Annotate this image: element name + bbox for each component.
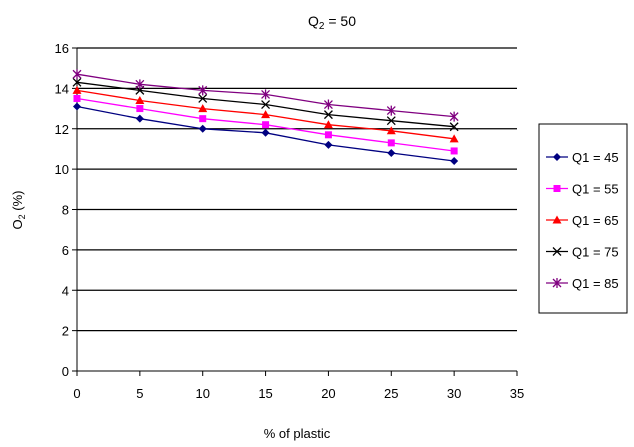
x-tick-labels: 0 5 10 15 20 25 30 35 xyxy=(73,371,524,401)
legend-label: Q1 = 65 xyxy=(572,213,619,228)
y-tick-label: 6 xyxy=(62,243,69,258)
y-tick-labels: 0 2 4 6 8 10 12 14 16 xyxy=(55,41,77,379)
data-point xyxy=(261,100,271,109)
y-tick-label: 4 xyxy=(62,283,69,298)
data-point xyxy=(198,85,208,96)
legend-marker xyxy=(553,153,561,161)
data-point xyxy=(198,94,208,103)
legend-marker xyxy=(552,247,562,256)
data-point xyxy=(387,139,395,147)
y-tick-label: 2 xyxy=(62,324,69,339)
y-tick-label: 0 xyxy=(62,364,69,379)
x-tick-label: 5 xyxy=(136,386,143,401)
x-tick-label: 30 xyxy=(447,386,461,401)
data-point xyxy=(72,69,82,80)
data-point xyxy=(450,147,458,155)
legend-item: Q1 = 85 xyxy=(546,276,619,291)
plot-area: 0 2 4 6 8 10 12 14 16 0 5 10 15 20 25 30 35 xyxy=(55,41,525,401)
y-axis-label: O2 (%) xyxy=(10,191,27,230)
series-3 xyxy=(72,85,459,143)
y-tick-label: 16 xyxy=(55,41,69,56)
data-point xyxy=(261,128,270,137)
data-point xyxy=(199,115,207,123)
data-point xyxy=(135,79,145,90)
data-point xyxy=(261,89,271,100)
data-point xyxy=(198,124,207,133)
data-point xyxy=(135,114,144,123)
data-point xyxy=(324,140,333,149)
data-point xyxy=(386,126,396,135)
y-tick-label: 14 xyxy=(55,81,69,96)
legend-label: Q1 = 75 xyxy=(572,245,619,260)
data-point xyxy=(386,116,396,126)
legend-item: Q1 = 45 xyxy=(546,150,619,165)
data-point xyxy=(450,157,459,166)
data-point xyxy=(135,95,145,104)
data-point xyxy=(73,102,81,111)
legend-label: Q1 = 85 xyxy=(572,276,619,291)
x-axis-label: % of plastic xyxy=(264,426,331,441)
y-tick-label: 10 xyxy=(55,162,69,177)
data-point xyxy=(261,110,271,119)
data-point xyxy=(387,148,396,157)
data-point xyxy=(72,85,82,94)
data-point xyxy=(449,111,459,122)
legend-box xyxy=(538,123,628,314)
data-point xyxy=(449,122,459,132)
data-point xyxy=(324,131,332,139)
data-point xyxy=(198,104,208,113)
series-2 xyxy=(73,94,458,155)
x-tick-label: 10 xyxy=(195,386,209,401)
legend-label: Q1 = 45 xyxy=(572,150,619,165)
data-point xyxy=(262,121,270,129)
gridlines xyxy=(77,47,517,332)
data-point xyxy=(449,134,459,143)
legend-marker xyxy=(552,215,562,224)
x-tick-label: 0 xyxy=(73,386,80,401)
data-point xyxy=(72,77,82,87)
legend-items: Q1 = 45 Q1 = 55 Q1 = 65 Q1 = 75 Q1 = 85 xyxy=(546,150,619,291)
chart-title: Q2 = 50 xyxy=(308,13,356,32)
data-point xyxy=(136,105,144,113)
series-1 xyxy=(73,102,459,166)
y-tick-label: 12 xyxy=(55,122,69,137)
x-tick-label: 20 xyxy=(321,386,335,401)
data-point xyxy=(323,120,333,129)
y-tick-label: 8 xyxy=(62,203,69,218)
data-point xyxy=(323,110,333,120)
series-5 xyxy=(72,69,459,122)
x-tick-label: 35 xyxy=(510,386,524,401)
legend-label: Q1 = 55 xyxy=(572,182,619,197)
x-tick-label: 15 xyxy=(258,386,272,401)
data-point xyxy=(73,94,81,102)
legend: Q1 = 45 Q1 = 55 Q1 = 65 Q1 = 75 Q1 = 85 xyxy=(538,123,628,314)
legend-marker xyxy=(553,185,561,192)
legend-item: Q1 = 65 xyxy=(546,213,619,228)
legend-item: Q1 = 55 xyxy=(546,182,619,197)
legend-marker xyxy=(552,278,562,288)
legend-item: Q1 = 75 xyxy=(546,245,619,260)
series-4 xyxy=(72,77,459,132)
data-point xyxy=(386,105,396,116)
data-point xyxy=(323,99,333,110)
x-tick-label: 25 xyxy=(384,386,398,401)
series-layer xyxy=(72,69,459,166)
